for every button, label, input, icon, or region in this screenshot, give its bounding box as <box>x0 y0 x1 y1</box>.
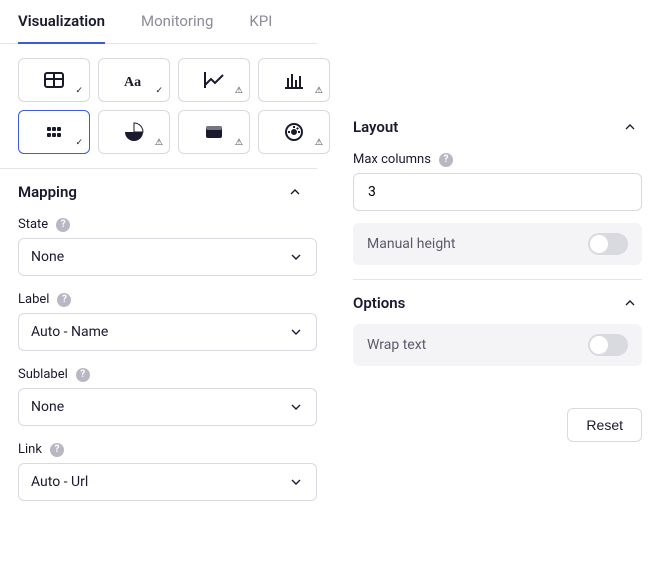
warn-icon: ⚠ <box>235 86 243 96</box>
viz-type-line-chart[interactable]: ⚠ <box>178 58 250 102</box>
wrap-text-row: Wrap text <box>353 324 642 366</box>
label-select[interactable]: Auto - Name <box>18 313 317 351</box>
tab-kpi[interactable]: KPI <box>249 0 272 44</box>
manual-height-toggle[interactable] <box>588 233 628 255</box>
wrap-text-toggle[interactable] <box>588 334 628 356</box>
mapping-section: Mapping State ? None Label ? <box>0 169 317 515</box>
pie-icon <box>122 120 146 144</box>
line-chart-icon <box>202 68 226 92</box>
max-columns-label: Max columns <box>353 152 431 167</box>
link-value: Auto - Url <box>31 474 88 490</box>
options-header[interactable]: Options <box>353 294 642 312</box>
help-icon[interactable]: ? <box>76 368 90 382</box>
warn-icon: ⚠ <box>155 138 163 148</box>
warn-icon: ⚠ <box>315 86 323 96</box>
table-icon <box>42 68 66 92</box>
visualization-type-grid: ✓ Aa ✓ ⚠ ⚠ ✓ ⚠ <box>0 44 317 168</box>
wrap-text-label: Wrap text <box>367 337 426 353</box>
label-label: Label <box>18 292 49 307</box>
viz-type-text[interactable]: Aa ✓ <box>98 58 170 102</box>
reset-button[interactable]: Reset <box>567 408 642 442</box>
warn-icon: ⚠ <box>235 138 243 148</box>
state-value: None <box>31 249 64 265</box>
link-select[interactable]: Auto - Url <box>18 463 317 501</box>
svg-text:Aa: Aa <box>124 75 141 90</box>
help-icon[interactable]: ? <box>57 293 71 307</box>
manual-height-label: Manual height <box>367 236 455 252</box>
check-icon: ✓ <box>155 86 163 96</box>
sublabel-value: None <box>31 399 64 415</box>
chevron-down-icon <box>288 324 304 340</box>
mapping-title: Mapping <box>18 183 77 201</box>
layout-title: Layout <box>353 118 398 136</box>
layout-header[interactable]: Layout <box>353 118 642 136</box>
sublabel-label: Sublabel <box>18 367 68 382</box>
tab-monitoring[interactable]: Monitoring <box>141 0 213 44</box>
help-icon[interactable]: ? <box>50 443 64 457</box>
options-title: Options <box>353 294 405 312</box>
chevron-up-icon <box>622 295 638 311</box>
chevron-up-icon <box>622 119 638 135</box>
warn-icon: ⚠ <box>315 138 323 148</box>
grid-icon <box>42 120 66 144</box>
viz-type-pie[interactable]: ⚠ <box>98 110 170 154</box>
viz-type-card[interactable]: ⚠ <box>178 110 250 154</box>
card-icon <box>202 120 226 144</box>
viz-type-grid[interactable]: ✓ <box>18 110 90 154</box>
check-icon: ✓ <box>75 138 83 148</box>
tab-visualization[interactable]: Visualization <box>18 0 105 44</box>
text-icon: Aa <box>122 68 146 92</box>
chevron-down-icon <box>288 474 304 490</box>
options-section: Options Wrap text <box>353 280 642 380</box>
chevron-up-icon <box>287 184 303 200</box>
bar-chart-icon <box>282 68 306 92</box>
layout-section: Layout Max columns ? Manual height <box>353 104 642 279</box>
state-select[interactable]: None <box>18 238 317 276</box>
help-icon[interactable]: ? <box>56 218 70 232</box>
viz-type-table[interactable]: ✓ <box>18 58 90 102</box>
label-value: Auto - Name <box>31 324 108 340</box>
mapping-header[interactable]: Mapping <box>18 183 317 201</box>
link-label: Link <box>18 442 42 457</box>
gauge-icon <box>282 120 306 144</box>
chevron-down-icon <box>288 399 304 415</box>
viz-type-bar-chart[interactable]: ⚠ <box>258 58 330 102</box>
viz-type-gauge[interactable]: ⚠ <box>258 110 330 154</box>
manual-height-row: Manual height <box>353 223 642 265</box>
max-columns-input-wrap <box>353 173 642 211</box>
check-icon: ✓ <box>75 86 83 96</box>
max-columns-input[interactable] <box>366 183 629 201</box>
sublabel-select[interactable]: None <box>18 388 317 426</box>
help-icon[interactable]: ? <box>439 153 453 167</box>
state-label: State <box>18 217 48 232</box>
tabs: Visualization Monitoring KPI <box>0 0 317 44</box>
chevron-down-icon <box>288 249 304 265</box>
